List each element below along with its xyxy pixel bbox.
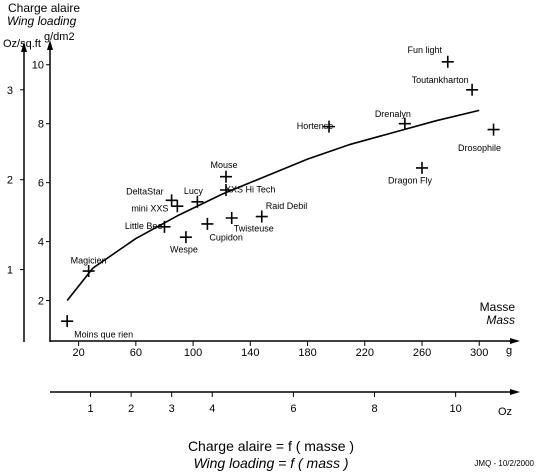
data-point-label: Mouse <box>210 160 237 170</box>
data-point-marker <box>255 210 268 223</box>
data-point-label: Drenalyn <box>375 109 411 119</box>
data-point-label: Cupidon <box>209 232 243 242</box>
data-point-label: Drosophile <box>458 143 501 153</box>
chart-title: Charge alaire = f ( masse ) <box>188 438 354 454</box>
trend-line <box>66 109 480 301</box>
x-tick-label: 100 <box>184 347 202 359</box>
data-point-label: DeltaStar <box>126 187 164 197</box>
chart-subtitle: Wing loading = f ( mass ) <box>193 455 348 471</box>
data-point-label: Twisteuse <box>234 223 274 233</box>
x-tick-label: 20 <box>72 347 84 359</box>
data-point-label: Magicien <box>71 255 107 265</box>
x-axis-unit-g: g <box>506 345 512 357</box>
oz-sqft-tick-label: 2 <box>7 175 13 187</box>
data-point-label: Raid Debil <box>266 201 308 211</box>
y-axis-gdm2-arrow <box>47 40 53 50</box>
y-axis-label-alt: Wing loading <box>7 14 77 28</box>
data-point-marker <box>191 195 204 208</box>
data-points: Moins que rien Magicien Little Bee Wespe min… <box>61 45 501 340</box>
data-point-label: XXS Hi Tech <box>225 184 275 194</box>
y-axis-unit-gdm2: g/dm2 <box>44 31 75 43</box>
x-tick-label: 220 <box>356 347 374 359</box>
data-point-marker <box>201 217 214 230</box>
data-point-label: Lucy <box>184 186 204 196</box>
data-point-marker <box>441 55 454 68</box>
data-point-marker <box>487 123 500 136</box>
data-point-marker <box>219 170 232 183</box>
x-axis-oz-arrow <box>510 389 520 395</box>
data-point-marker <box>323 120 336 133</box>
x-tick-label: 60 <box>130 347 142 359</box>
oz-sqft-tick-label: 1 <box>7 265 13 277</box>
x-tick-label: 140 <box>241 347 259 359</box>
data-point-marker <box>82 265 95 278</box>
data-point-label: mini XXS <box>131 204 168 214</box>
oz-tick-label: 8 <box>371 403 377 415</box>
y-axis-label: Charge alaire <box>8 1 80 15</box>
data-point-label: Wespe <box>170 245 198 255</box>
y-tick-label: 8 <box>38 119 44 131</box>
y-tick-label: 10 <box>32 60 44 72</box>
author-signature: JMQ - 10/2/2000 <box>474 459 534 468</box>
data-point-label: Little Bee <box>125 221 163 231</box>
data-point-marker <box>466 83 479 96</box>
x-tick-label: 300 <box>470 347 488 359</box>
x-axis-label-alt: Mass <box>486 313 515 327</box>
oz-tick-label: 4 <box>209 403 215 415</box>
oz-tick-label: 10 <box>450 403 462 415</box>
data-point-marker <box>171 200 184 213</box>
data-point-marker <box>225 212 238 224</box>
data-point-marker <box>219 184 232 196</box>
oz-tick-label: 1 <box>88 403 94 415</box>
data-point-marker <box>158 220 171 233</box>
data-point-label: Hortense <box>297 121 334 131</box>
data-point-marker <box>398 117 411 130</box>
x-axis-grams-arrow <box>510 338 520 344</box>
oz-sqft-tick-label: 3 <box>7 85 13 97</box>
y-tick-label: 6 <box>38 178 44 190</box>
x-tick-label: 260 <box>413 347 431 359</box>
data-point-marker <box>179 231 192 244</box>
y-axis-oz-sqft-arrow <box>21 42 27 52</box>
oz-tick-label: 6 <box>290 403 296 415</box>
oz-tick-label: 3 <box>169 403 175 415</box>
y-tick-label: 4 <box>38 237 44 249</box>
data-point-label: Fun light <box>408 45 443 55</box>
x-axis-label: Masse <box>480 300 516 314</box>
data-point-marker <box>61 315 74 328</box>
x-axis-unit-oz: Oz <box>498 406 512 418</box>
oz-tick-label: 2 <box>128 403 134 415</box>
data-point-marker <box>165 194 178 207</box>
y-tick-label: 2 <box>38 296 44 308</box>
y-axis-unit-ozsqft: Oz/sq.ft <box>3 38 41 50</box>
data-point-label: Moins que rien <box>74 330 133 340</box>
data-point-label: Dragon Fly <box>388 175 433 185</box>
data-point-marker <box>416 161 429 174</box>
x-tick-label: 180 <box>298 347 316 359</box>
data-point-label: Toutankharton <box>412 75 469 85</box>
trend-line-layer <box>66 109 480 301</box>
